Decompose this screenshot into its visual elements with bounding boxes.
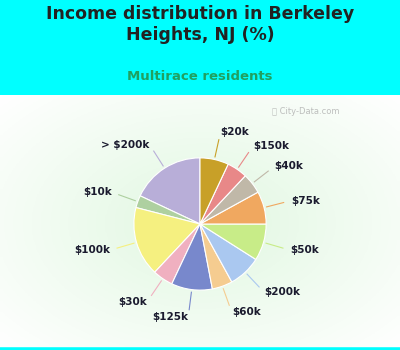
Wedge shape — [200, 224, 266, 259]
Wedge shape — [200, 176, 258, 224]
Text: $10k: $10k — [83, 187, 112, 197]
Wedge shape — [200, 158, 228, 224]
Wedge shape — [134, 208, 200, 272]
Wedge shape — [200, 164, 245, 224]
Text: $100k: $100k — [74, 245, 110, 255]
Wedge shape — [200, 192, 266, 224]
Wedge shape — [155, 224, 200, 284]
Wedge shape — [172, 224, 212, 290]
Text: $125k: $125k — [152, 312, 188, 322]
Text: $40k: $40k — [274, 161, 303, 171]
Text: $20k: $20k — [220, 127, 249, 138]
Wedge shape — [140, 158, 200, 224]
Text: $50k: $50k — [290, 245, 319, 255]
Wedge shape — [136, 196, 200, 224]
Text: $200k: $200k — [264, 287, 300, 298]
Text: $60k: $60k — [232, 307, 260, 317]
Text: $30k: $30k — [118, 297, 147, 307]
Text: Multirace residents: Multirace residents — [127, 70, 273, 83]
Text: > $200k: > $200k — [101, 140, 150, 150]
Text: ⓘ City-Data.com: ⓘ City-Data.com — [272, 107, 340, 116]
Text: $75k: $75k — [291, 196, 320, 206]
Text: Income distribution in Berkeley
Heights, NJ (%): Income distribution in Berkeley Heights,… — [46, 5, 354, 44]
Wedge shape — [200, 224, 256, 282]
Text: $150k: $150k — [253, 141, 289, 151]
Wedge shape — [200, 224, 232, 289]
